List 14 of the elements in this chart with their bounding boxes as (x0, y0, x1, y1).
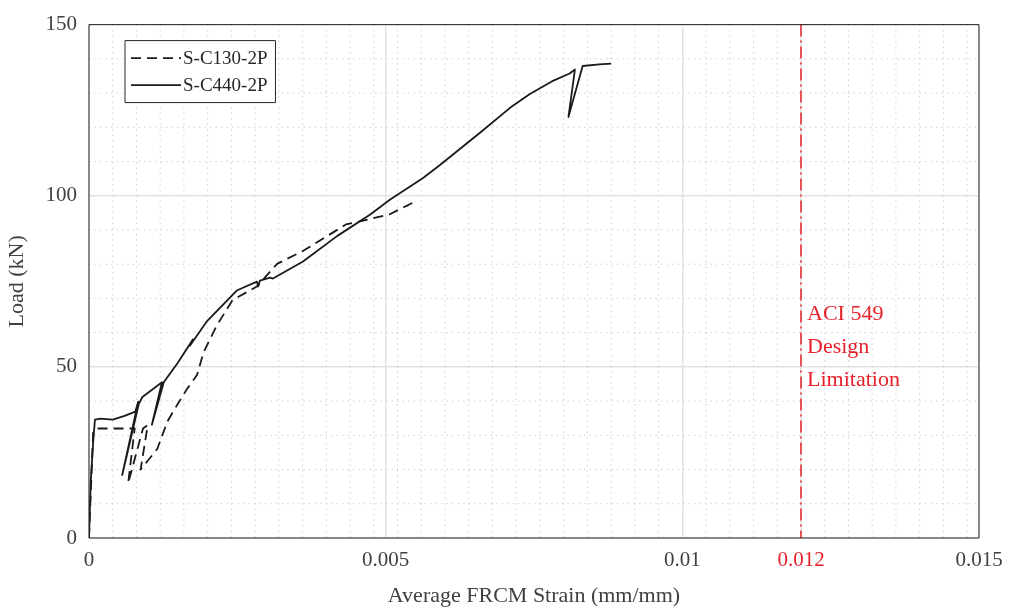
y-tick-label: 50 (56, 353, 77, 378)
x-tick-label: 0.005 (362, 547, 410, 572)
ref-line-label: ACI 549 Design Limitation (807, 300, 900, 392)
legend-label: S-C130-2P (183, 47, 268, 69)
x-tick-label: 0.012 (777, 547, 825, 572)
legend-label: S-C440-2P (183, 74, 268, 96)
y-axis-title: Load (kN) (2, 235, 28, 328)
x-axis-title: Average FRCM Strain (mm/mm) (387, 581, 681, 607)
y-tick-label: 150 (45, 11, 77, 36)
x-tick-label: 0.01 (663, 547, 701, 572)
x-tick-label: 0 (83, 547, 95, 572)
x-tick-label: 0.015 (955, 547, 1003, 572)
y-tick-label: 0 (66, 524, 77, 549)
y-tick-label: 100 (45, 182, 77, 207)
